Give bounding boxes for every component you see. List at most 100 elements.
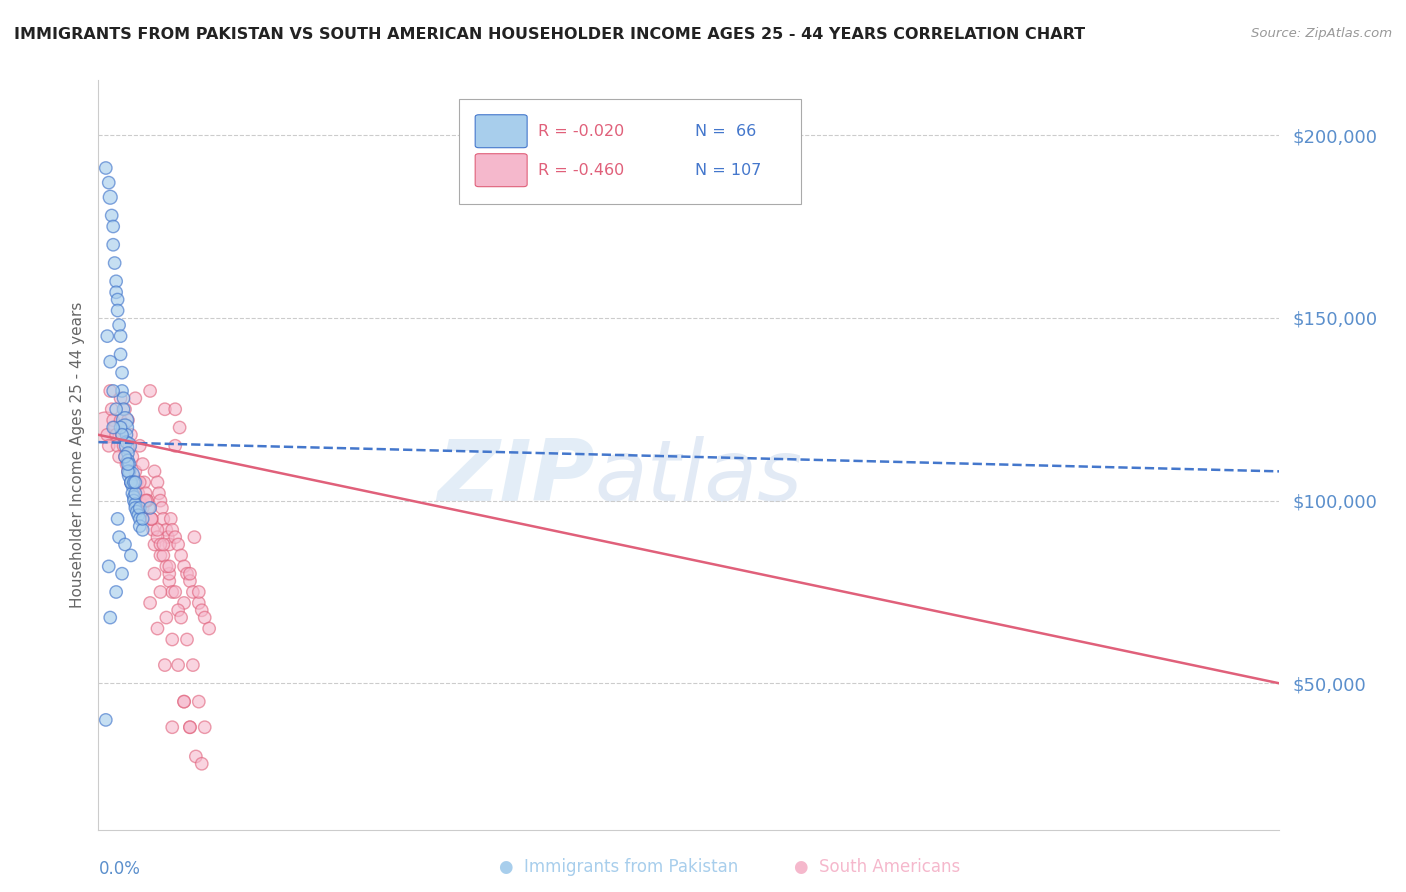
Point: [124, 497, 146, 511]
Point: [159, 512, 181, 526]
Point: [187, 585, 209, 599]
Point: [139, 500, 162, 515]
Point: [155, 610, 177, 624]
Point: [103, 219, 125, 234]
Point: [117, 446, 139, 460]
Point: [148, 486, 170, 500]
Point: [155, 523, 177, 537]
Point: [150, 500, 173, 515]
Point: [128, 512, 150, 526]
Text: N = 107: N = 107: [695, 162, 761, 178]
Point: [105, 402, 128, 417]
Point: [112, 391, 135, 405]
Point: [191, 603, 214, 617]
Text: atlas: atlas: [595, 436, 803, 519]
Point: [194, 610, 217, 624]
Point: [105, 585, 128, 599]
Point: [94, 713, 117, 727]
Point: [114, 402, 136, 417]
Point: [157, 566, 180, 581]
Point: [141, 512, 163, 526]
Point: [103, 384, 125, 398]
Point: [103, 413, 125, 427]
Point: [117, 464, 139, 478]
Point: [191, 756, 214, 771]
Text: ●  South Americans: ● South Americans: [794, 858, 960, 876]
Point: [153, 658, 176, 673]
Point: [134, 475, 156, 490]
Point: [120, 475, 142, 490]
Point: [135, 486, 157, 500]
Point: [125, 475, 148, 490]
Point: [107, 439, 129, 453]
Point: [111, 427, 134, 442]
Point: [114, 420, 136, 434]
Point: [118, 464, 141, 478]
Text: 0.0%: 0.0%: [98, 860, 141, 878]
Point: [149, 549, 172, 563]
Point: [127, 508, 149, 523]
FancyBboxPatch shape: [475, 153, 527, 186]
Point: [141, 512, 163, 526]
Point: [98, 384, 121, 398]
Point: [179, 720, 201, 734]
Point: [183, 530, 205, 544]
Point: [179, 720, 201, 734]
Point: [181, 585, 204, 599]
Point: [162, 585, 183, 599]
Point: [110, 391, 132, 405]
Point: [162, 523, 183, 537]
Point: [100, 209, 122, 223]
Point: [162, 632, 183, 647]
Point: [162, 720, 183, 734]
Point: [167, 658, 190, 673]
Point: [179, 574, 201, 588]
Point: [132, 500, 155, 515]
Point: [121, 486, 143, 500]
Text: R = -0.460: R = -0.460: [537, 162, 624, 178]
Point: [108, 318, 131, 333]
Point: [170, 610, 193, 624]
Point: [124, 391, 146, 405]
Point: [143, 464, 166, 478]
Point: [105, 427, 128, 442]
FancyBboxPatch shape: [475, 115, 527, 148]
Point: [187, 695, 209, 709]
Point: [117, 457, 139, 471]
Point: [141, 512, 163, 526]
Point: [121, 450, 143, 464]
Point: [114, 450, 136, 464]
Point: [153, 402, 176, 417]
Point: [114, 450, 136, 464]
Point: [157, 559, 180, 574]
Point: [170, 549, 193, 563]
Point: [139, 596, 162, 610]
Point: [167, 537, 190, 551]
Point: [173, 596, 195, 610]
Point: [117, 413, 139, 427]
Point: [103, 237, 125, 252]
Point: [120, 475, 142, 490]
Point: [146, 523, 169, 537]
Point: [135, 493, 157, 508]
Point: [118, 457, 141, 471]
Point: [149, 537, 172, 551]
Point: [97, 559, 120, 574]
Point: [146, 622, 169, 636]
Point: [157, 537, 180, 551]
FancyBboxPatch shape: [458, 99, 801, 204]
Point: [165, 439, 187, 453]
Point: [173, 559, 195, 574]
Point: [104, 420, 127, 434]
Point: [149, 585, 172, 599]
Point: [117, 439, 139, 453]
Point: [97, 176, 120, 190]
Point: [139, 384, 162, 398]
Point: [198, 622, 221, 636]
Point: [124, 464, 146, 478]
Point: [100, 402, 122, 417]
Point: [114, 413, 136, 427]
Point: [124, 475, 146, 490]
Point: [105, 285, 128, 300]
Point: [110, 413, 132, 427]
